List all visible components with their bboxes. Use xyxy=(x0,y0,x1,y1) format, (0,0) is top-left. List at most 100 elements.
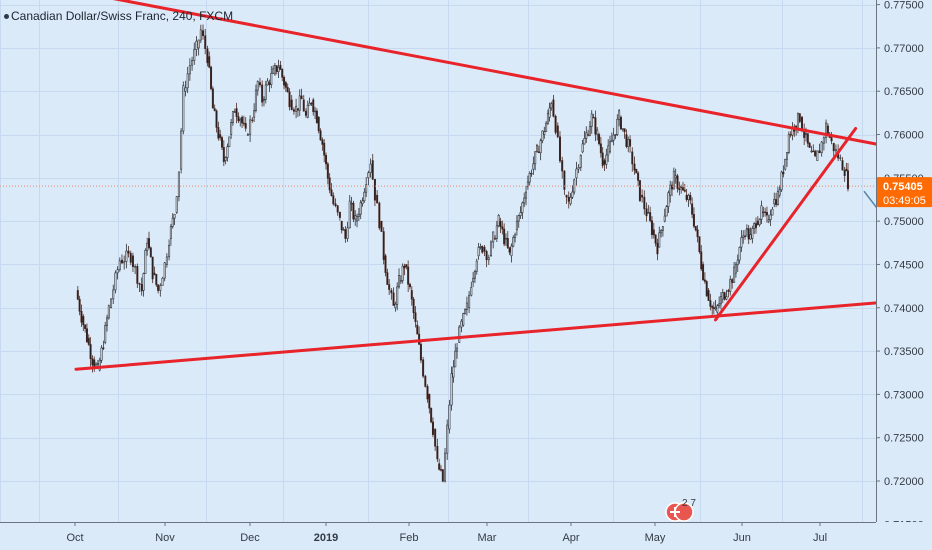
candle-body xyxy=(171,217,174,227)
candle-body xyxy=(436,445,439,460)
candle-body xyxy=(645,208,648,217)
candle-body xyxy=(814,150,817,157)
candle-body xyxy=(506,237,509,248)
candle-body xyxy=(346,227,349,239)
candle-body xyxy=(151,256,154,280)
candle-body xyxy=(528,172,531,183)
candle-body xyxy=(394,303,397,309)
candle-body xyxy=(784,158,787,170)
price-axis[interactable]: 0.775000.770000.765000.760000.755000.750… xyxy=(876,0,932,550)
candle-body xyxy=(607,145,610,156)
candle-body xyxy=(714,307,717,309)
candle-body xyxy=(378,202,381,229)
candle-body xyxy=(468,294,471,309)
candle-body xyxy=(598,134,601,145)
y-tick-label: 0.77000 xyxy=(884,43,924,55)
candle-body xyxy=(787,133,790,153)
candle-body xyxy=(786,152,789,160)
candle-body xyxy=(843,169,846,176)
candle-body xyxy=(760,205,763,220)
candle-body xyxy=(579,155,582,168)
candle-body xyxy=(762,211,765,214)
candle-body xyxy=(660,229,663,234)
candle-body xyxy=(399,280,402,283)
candle-body xyxy=(382,231,385,260)
candle-body xyxy=(422,359,425,377)
candle-body xyxy=(764,211,767,214)
candle-body xyxy=(497,215,500,227)
candle-body xyxy=(197,39,200,49)
candle-body xyxy=(188,65,191,75)
candle-body xyxy=(256,81,259,91)
candle-body xyxy=(756,220,759,225)
candle-body xyxy=(490,241,493,257)
candle-body xyxy=(826,125,829,135)
candle-body xyxy=(504,237,507,240)
y-tick-label: 0.72500 xyxy=(884,433,924,445)
candle-body xyxy=(481,246,484,253)
candle-body xyxy=(554,115,557,133)
candle-body xyxy=(206,48,209,64)
candle-body xyxy=(84,324,87,329)
candle-body xyxy=(246,134,249,136)
candle-body xyxy=(479,246,482,248)
candle-body xyxy=(184,87,187,92)
candle-body xyxy=(702,264,705,281)
candle-body xyxy=(332,195,335,205)
candle-body xyxy=(541,130,544,142)
candle-body xyxy=(300,95,303,100)
candle-body xyxy=(268,82,271,85)
candle-body xyxy=(237,116,240,122)
candle-body xyxy=(438,463,441,470)
candle-body xyxy=(175,196,178,213)
candle-body xyxy=(373,178,376,201)
candle-body xyxy=(414,312,417,322)
candle-body xyxy=(98,359,101,371)
candle-body xyxy=(462,313,465,326)
candle-body xyxy=(696,229,699,238)
candle-body xyxy=(832,142,835,152)
candle-body xyxy=(96,363,99,365)
candle-body xyxy=(208,56,211,68)
candle-body xyxy=(102,347,105,349)
chart-title-text: Canadian Dollar/Swiss Franc, 240, FXCM xyxy=(11,9,234,23)
candle-body xyxy=(85,328,88,343)
candle-body xyxy=(603,160,606,165)
candle-body xyxy=(430,407,433,423)
candle-body xyxy=(405,264,408,268)
candle-body xyxy=(392,292,395,306)
candle-body xyxy=(359,202,362,215)
candle-body xyxy=(384,255,387,273)
candle-body xyxy=(495,225,498,239)
price-candles xyxy=(76,24,849,483)
candle-body xyxy=(450,373,453,406)
candle-body xyxy=(180,130,183,170)
candle-body xyxy=(153,272,156,275)
candle-body xyxy=(142,273,145,291)
candle-body xyxy=(583,138,586,145)
candle-body xyxy=(535,144,538,152)
candle-body xyxy=(687,194,690,200)
trendline-2[interactable] xyxy=(74,294,932,371)
x-tick-label: Jul xyxy=(813,532,827,544)
time-axis[interactable]: Oct Nov Dec 2019 Feb Mar Apr May Jun Jul xyxy=(0,522,876,550)
candle-body xyxy=(456,347,459,352)
candle-body xyxy=(312,99,315,113)
candle-body xyxy=(804,133,807,135)
economic-events-badge[interactable]: 2 7 xyxy=(665,498,696,522)
candle-body xyxy=(822,137,825,144)
candle-body xyxy=(401,265,404,281)
candle-body xyxy=(512,237,515,247)
candle-body xyxy=(581,143,584,153)
candle-body xyxy=(703,279,706,282)
candle-body xyxy=(330,189,333,197)
candle-body xyxy=(698,236,701,252)
candle-body xyxy=(146,242,149,251)
trendline-3[interactable] xyxy=(713,126,858,322)
candle-body xyxy=(545,122,548,132)
candle-body xyxy=(599,143,602,154)
candle-body xyxy=(631,151,634,165)
candle-body xyxy=(532,163,535,170)
candle-body xyxy=(356,216,359,222)
